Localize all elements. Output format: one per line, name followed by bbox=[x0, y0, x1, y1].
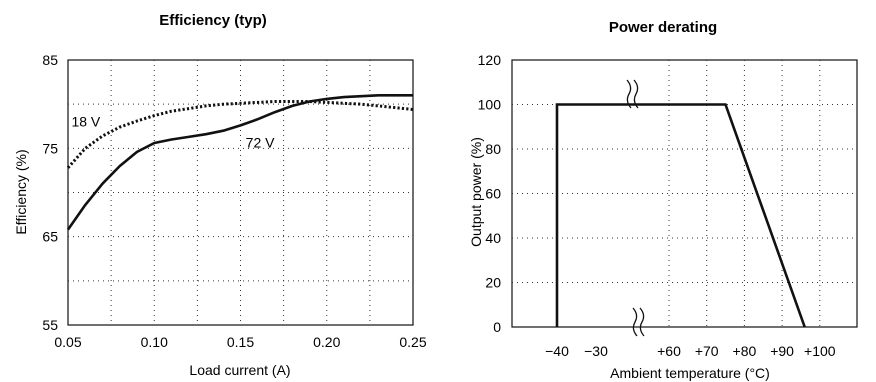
efficiency-x-tick-labels: 0.05 0.10 0.15 0.20 0.25 bbox=[54, 334, 426, 350]
efficiency-x-tick-label-0: 0.05 bbox=[54, 334, 81, 350]
derating-y-axis-label: Output power (%) bbox=[468, 137, 484, 247]
efficiency-series-line-72v bbox=[66, 94, 413, 231]
derating-x-tick-label-3: +70 bbox=[695, 343, 719, 359]
derating-x-tick-label-0: −40 bbox=[545, 343, 569, 359]
efficiency-series-label-1: 72 V bbox=[246, 134, 275, 150]
efficiency-chart-title: Efficiency (typ) bbox=[159, 12, 267, 29]
derating-chart: Power derating −40 −30 +60 +70 +80 +90 +100 0 2… bbox=[468, 19, 858, 381]
efficiency-y-tick-label-3: 85 bbox=[42, 52, 58, 68]
efficiency-gridlines bbox=[68, 60, 413, 325]
derating-y-tick-label-3: 60 bbox=[485, 186, 501, 202]
efficiency-x-tick-label-1: 0.10 bbox=[141, 334, 168, 350]
derating-x-tick-labels: −40 −30 +60 +70 +80 +90 +100 bbox=[545, 343, 836, 359]
derating-y-tick-label-4: 80 bbox=[485, 141, 501, 157]
efficiency-annotations: 18 V 72 V bbox=[71, 113, 275, 150]
derating-x-tick-label-6: +100 bbox=[804, 343, 836, 359]
derating-chart-title: Power derating bbox=[609, 19, 717, 36]
efficiency-x-tick-label-3: 0.20 bbox=[313, 334, 340, 350]
efficiency-y-tick-label-2: 75 bbox=[42, 140, 58, 156]
efficiency-x-tick-label-2: 0.15 bbox=[227, 334, 254, 350]
efficiency-series bbox=[66, 94, 414, 231]
efficiency-y-tick-labels: 55 65 75 85 bbox=[42, 52, 58, 333]
axis-break-mark-bottom-right bbox=[639, 307, 645, 337]
efficiency-y-tick-label-0: 55 bbox=[42, 317, 58, 333]
derating-x-tick-label-2: +60 bbox=[657, 343, 681, 359]
derating-y-tick-label-6: 120 bbox=[478, 52, 502, 68]
derating-y-tick-label-2: 40 bbox=[485, 230, 501, 246]
efficiency-x-tick-label-4: 0.25 bbox=[399, 334, 426, 350]
derating-x-tick-label-4: +80 bbox=[733, 343, 757, 359]
axis-break-marks bbox=[626, 79, 645, 337]
derating-y-tick-label-5: 100 bbox=[478, 97, 502, 113]
derating-x-tick-label-5: +90 bbox=[770, 343, 794, 359]
derating-plot-frame bbox=[511, 59, 858, 328]
efficiency-x-axis-label: Load current (A) bbox=[189, 362, 290, 378]
derating-y-tick-label-0: 0 bbox=[493, 319, 501, 335]
axis-break-mark-top-left bbox=[626, 79, 632, 109]
derating-gridlines bbox=[512, 60, 857, 327]
axis-break-mark-bottom-left bbox=[632, 307, 638, 337]
derating-y-tick-labels: 0 20 40 60 80 100 120 bbox=[478, 52, 502, 335]
derating-x-axis-label: Ambient temperature (°C) bbox=[610, 365, 770, 381]
derating-x-tick-label-1: −30 bbox=[584, 343, 608, 359]
efficiency-y-tick-label-1: 65 bbox=[42, 229, 58, 245]
efficiency-chart: Efficiency (typ) 0.05 0.10 0.15 0.20 0.25 55… bbox=[13, 12, 427, 378]
efficiency-series-label-0: 18 V bbox=[71, 113, 100, 129]
derating-y-tick-label-1: 20 bbox=[485, 275, 501, 291]
derating-series bbox=[555, 103, 806, 328]
axis-break-mark-top-right bbox=[633, 79, 639, 109]
efficiency-y-axis-label: Efficiency (%) bbox=[13, 149, 29, 234]
efficiency-series-line-18v bbox=[66, 100, 414, 169]
derating-curve-0 bbox=[555, 103, 806, 328]
